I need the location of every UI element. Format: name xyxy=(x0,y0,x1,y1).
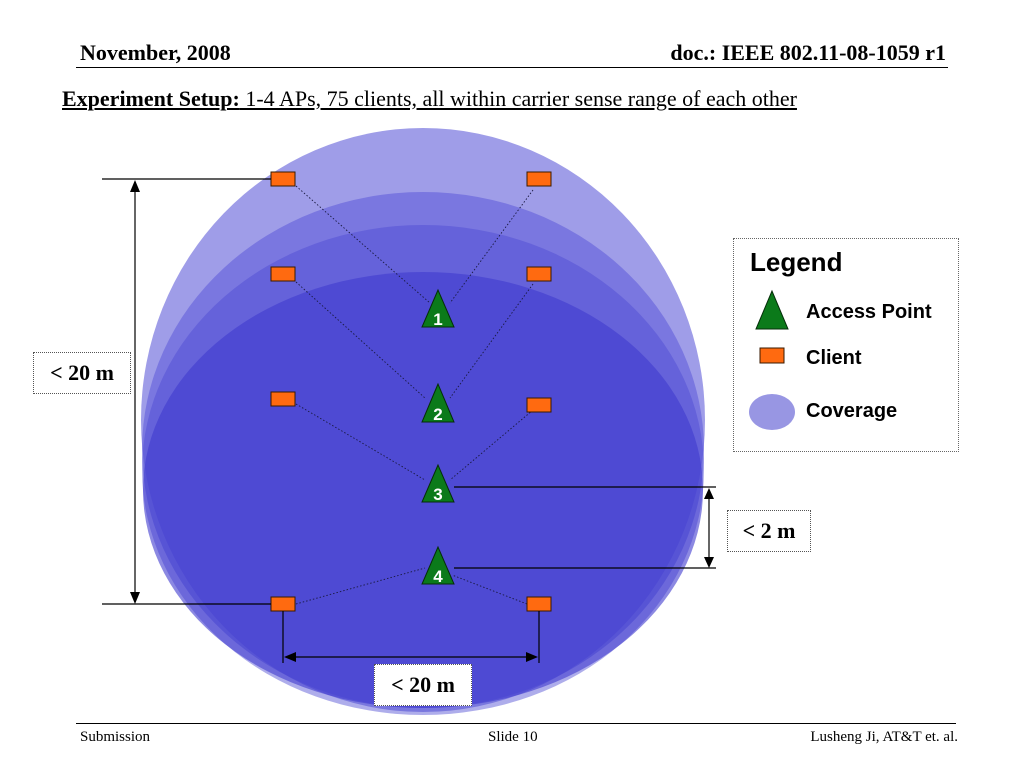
legend-client-label: Client xyxy=(806,347,862,369)
header-rule xyxy=(76,67,948,68)
slide-title: Experiment Setup: 1-4 APs, 75 clients, a… xyxy=(62,86,797,112)
access-point-icon xyxy=(421,545,455,585)
ap-spacing-dimension-label: < 2 m xyxy=(727,510,811,552)
client-icon xyxy=(526,266,552,282)
access-point-legend-icon xyxy=(755,289,789,330)
access-point-icon xyxy=(421,382,455,423)
client-icon xyxy=(526,171,552,187)
legend-coverage-label: Coverage xyxy=(806,400,898,422)
arrowhead xyxy=(130,180,140,192)
access-point-icon xyxy=(421,463,455,503)
client-legend-icon xyxy=(759,347,785,364)
client-icon xyxy=(526,596,552,612)
legend-title: Legend xyxy=(750,247,843,277)
footer-slide-number: Slide 10 xyxy=(488,729,538,745)
header-doc-id: doc.: IEEE 802.11-08-1059 r1 xyxy=(670,40,946,65)
assoc-line xyxy=(449,189,534,304)
footer-rule xyxy=(76,723,956,724)
footer-author: Lusheng Ji, AT&T et. al. xyxy=(810,729,958,745)
dimension-arrowheads xyxy=(130,180,714,662)
association-lines xyxy=(295,185,534,605)
assoc-line xyxy=(295,567,426,605)
legend: Legend Access Point Client Coverage xyxy=(733,238,959,452)
ap-label-1: 1 xyxy=(433,310,442,329)
ap-label-3: 3 xyxy=(433,485,442,504)
assoc-line xyxy=(295,185,431,304)
client-icon xyxy=(526,397,552,413)
access-points: 1 2 3 4 xyxy=(421,288,455,586)
client-icon xyxy=(270,266,296,282)
client-icon xyxy=(270,171,296,187)
header-date: November, 2008 xyxy=(80,40,231,65)
dimension-lines xyxy=(102,178,716,663)
arrowhead xyxy=(284,652,296,662)
assoc-line xyxy=(449,283,534,399)
arrowhead xyxy=(130,592,140,604)
ap-label-2: 2 xyxy=(433,405,442,424)
coverage-legend-icon xyxy=(749,394,795,430)
slide-title-rest: 1-4 APs, 75 clients, all within carrier … xyxy=(239,86,797,111)
assoc-line xyxy=(449,409,534,481)
horizontal-dimension-label: < 20 m xyxy=(374,664,472,706)
assoc-line xyxy=(295,403,426,481)
assoc-line xyxy=(295,281,426,399)
footer-submission: Submission xyxy=(80,729,151,745)
legend-access-point-label: Access Point xyxy=(806,301,932,323)
client-icon xyxy=(270,391,296,407)
arrowhead xyxy=(704,557,714,568)
client-icon xyxy=(270,596,296,612)
arrowhead xyxy=(526,652,538,662)
assoc-line xyxy=(451,574,528,605)
slide-title-bold: Experiment Setup: xyxy=(62,86,240,111)
access-point-icon xyxy=(421,288,455,328)
vertical-dimension-label: < 20 m xyxy=(33,352,131,394)
ap-label-4: 4 xyxy=(433,567,443,586)
coverage-area-4 xyxy=(143,272,703,708)
clients xyxy=(270,171,552,612)
arrowhead xyxy=(704,488,714,499)
